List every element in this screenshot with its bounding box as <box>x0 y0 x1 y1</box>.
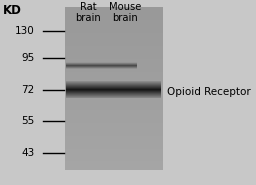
Text: 95: 95 <box>21 53 34 63</box>
Text: 72: 72 <box>21 85 34 95</box>
Text: Mouse
brain: Mouse brain <box>109 2 141 23</box>
Text: 43: 43 <box>21 148 34 158</box>
FancyBboxPatch shape <box>66 72 137 84</box>
Text: Rat
brain: Rat brain <box>76 2 101 23</box>
Text: Opioid Receptor: Opioid Receptor <box>167 87 251 97</box>
Text: 55: 55 <box>21 116 34 126</box>
Text: KD: KD <box>3 4 22 17</box>
Text: 130: 130 <box>15 26 34 36</box>
